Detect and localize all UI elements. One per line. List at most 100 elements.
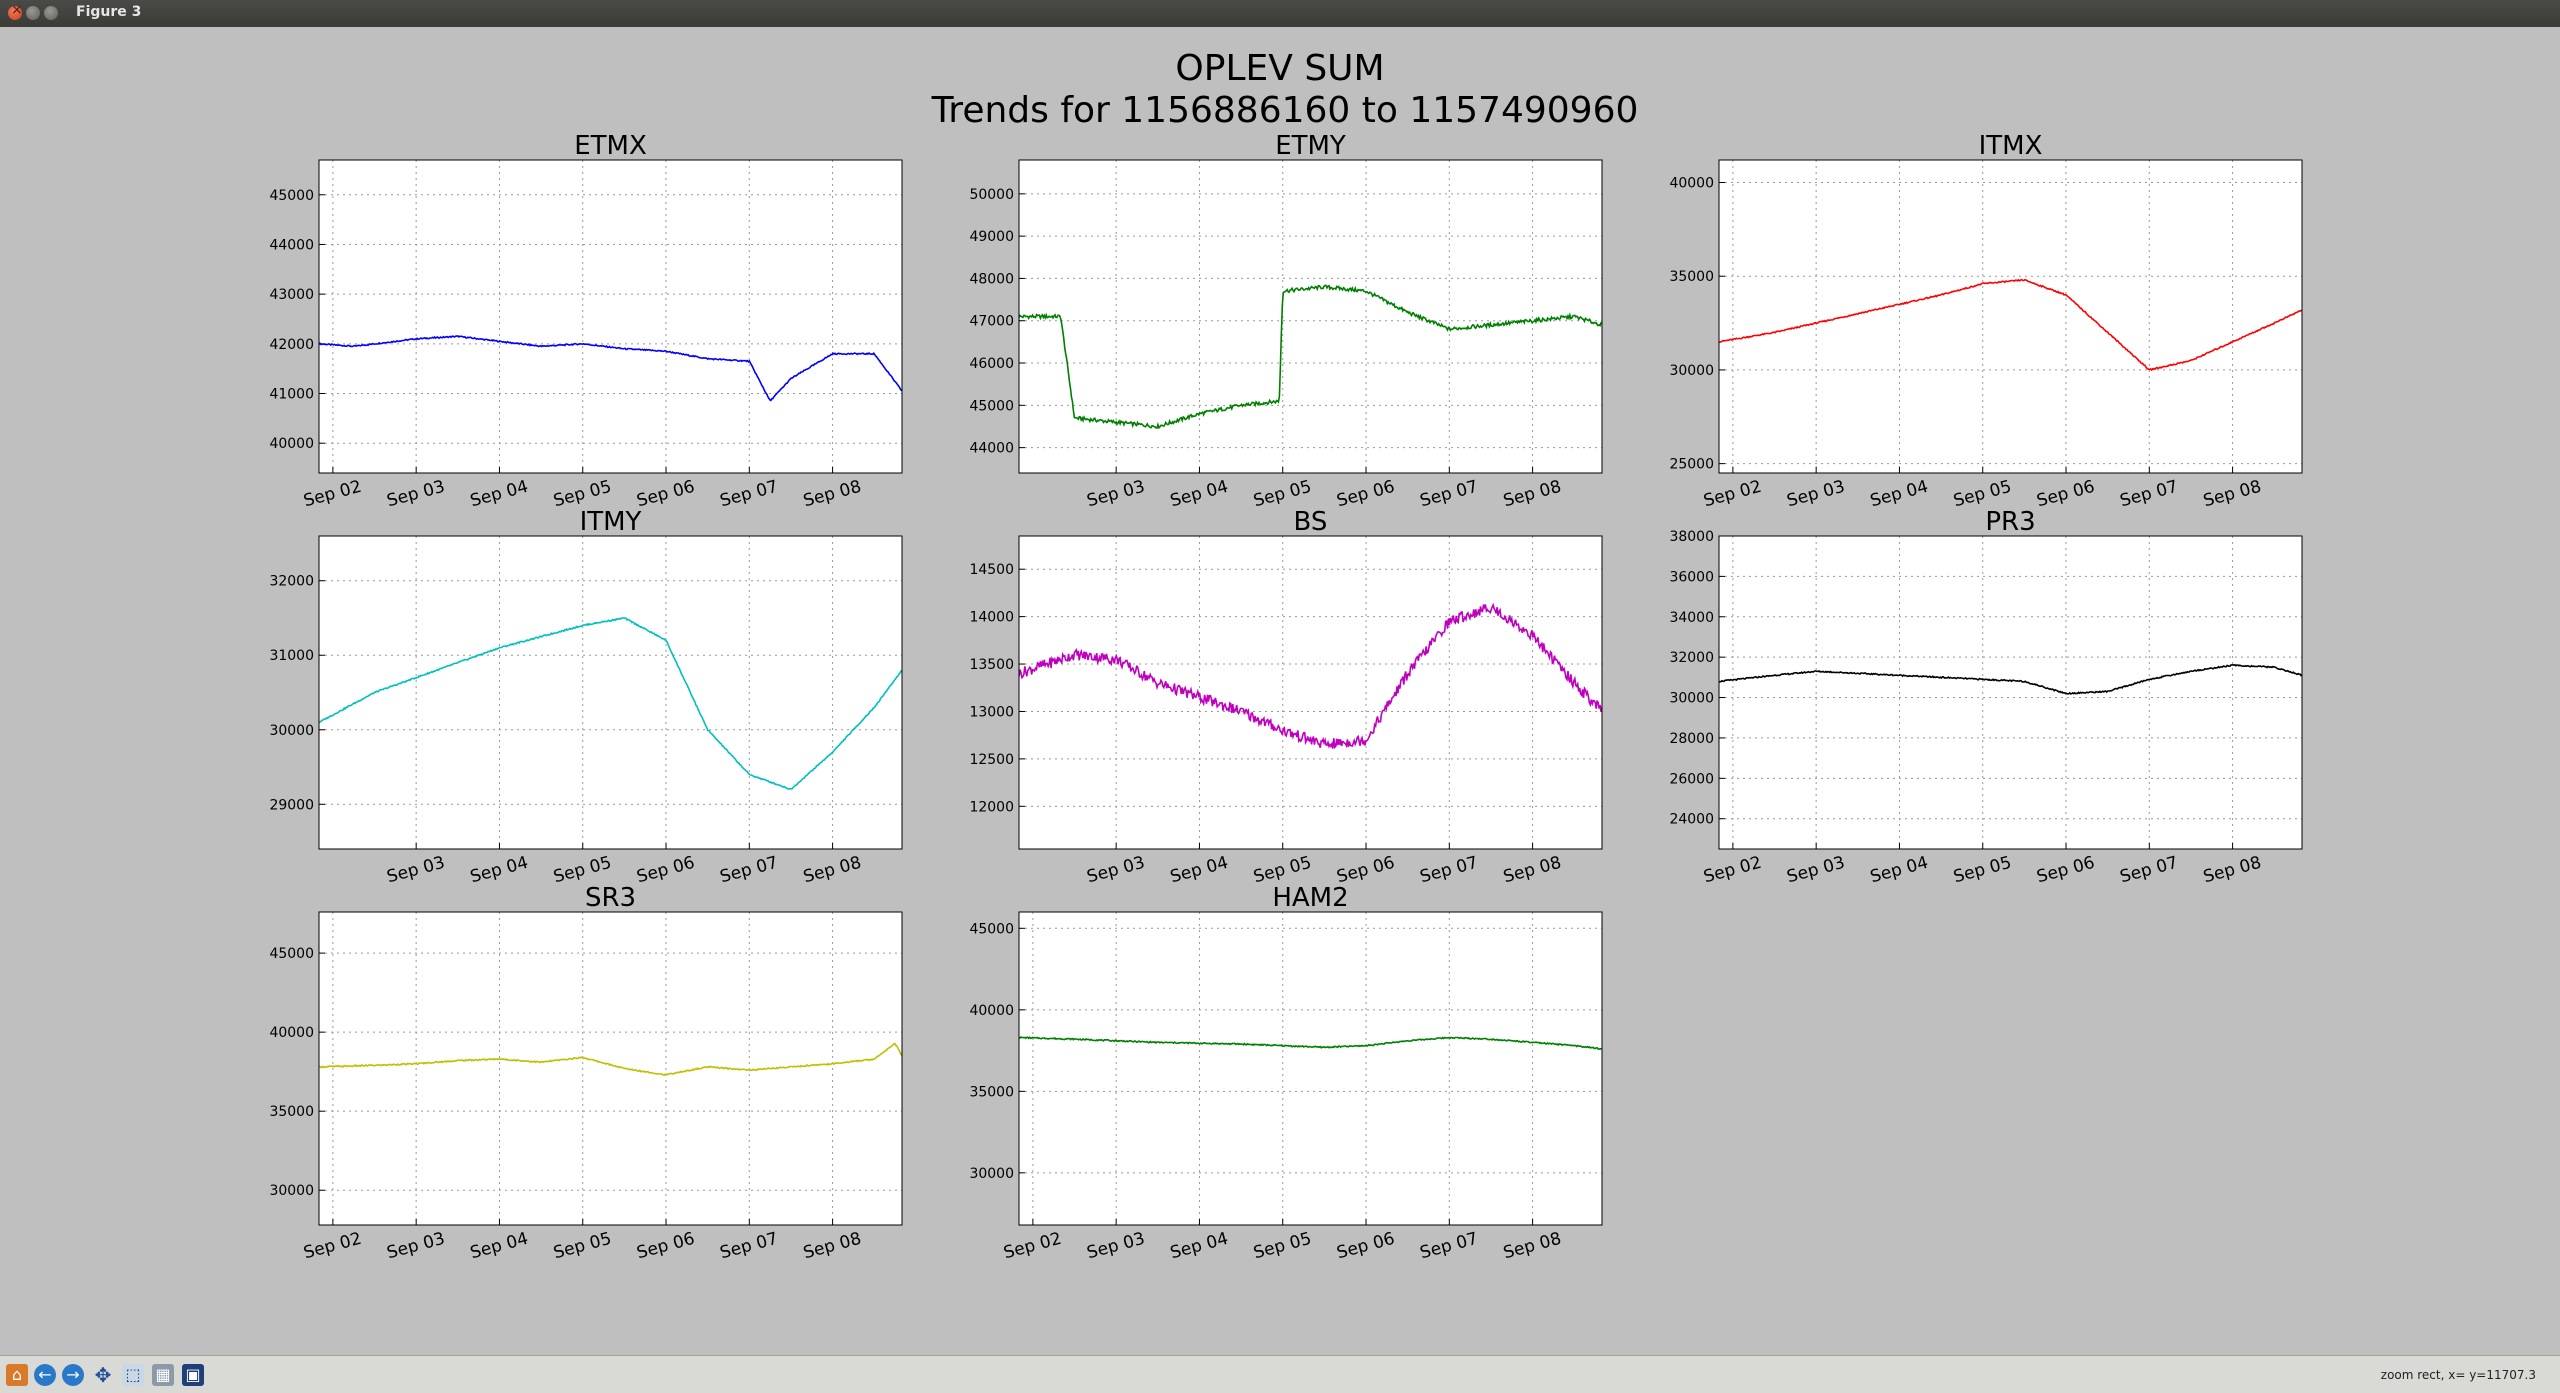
y-tick-label: 34000: [1669, 610, 1714, 626]
axes-background: [1019, 912, 1602, 1225]
chart-panel-ham2: Sep 02 Sep 03 Sep 04 Sep 05 Sep 06 Sep 07 Sep …: [969, 883, 1603, 1264]
x-tick-label: Sep 03: [1785, 853, 1847, 888]
chart-panel-itmx: Sep 02 Sep 03 Sep 04 Sep 05 Sep 06 Sep 07 Sep …: [1669, 131, 2303, 512]
axes-background: [1719, 160, 2302, 473]
x-tick-label: Sep 06: [2035, 477, 2097, 512]
y-tick-label: 30000: [969, 1166, 1014, 1182]
axes-title: BS: [1294, 507, 1328, 537]
chart-panel-bs: Sep 03 Sep 04 Sep 05 Sep 06 Sep 07 Sep 081200…: [969, 507, 1603, 888]
chart-panel-sr3: Sep 02 Sep 03 Sep 04 Sep 05 Sep 06 Sep 07 Sep …: [269, 883, 903, 1264]
chart-panel-itmy: Sep 03 Sep 04 Sep 05 Sep 06 Sep 07 Sep 082900…: [269, 507, 903, 888]
y-tick-label: 49000: [969, 229, 1014, 245]
window-maximize-button[interactable]: [44, 6, 58, 20]
x-tick-label: Sep 04: [468, 853, 530, 888]
x-tick-label: Sep 02: [1702, 477, 1764, 512]
series-line-ham2: [1019, 1036, 1602, 1050]
y-tick-label: 42000: [269, 337, 314, 353]
y-tick-label: 40000: [269, 1025, 314, 1041]
y-tick-label: 40000: [969, 1003, 1014, 1019]
x-tick-label: Sep 04: [1168, 477, 1230, 512]
x-tick-label: Sep 08: [1501, 1229, 1563, 1264]
axes-frame: [1018, 159, 1603, 474]
axes-background: [319, 912, 902, 1225]
y-tick-label: 35000: [269, 1104, 314, 1120]
x-tick-label: Sep 04: [468, 477, 530, 512]
save-icon[interactable]: ▣: [182, 1364, 204, 1386]
home-icon[interactable]: ⌂: [6, 1364, 28, 1386]
x-tick-label: Sep 02: [302, 1229, 364, 1264]
x-tick-label: Sep 06: [635, 1229, 697, 1264]
axes-frame: [318, 911, 903, 1226]
x-tick-label: Sep 03: [1785, 477, 1847, 512]
y-tick-label: 30000: [1669, 363, 1714, 379]
x-tick-label: Sep 03: [385, 1229, 447, 1264]
y-tick-label: 50000: [969, 187, 1014, 203]
axes-title: SR3: [585, 883, 636, 913]
x-tick-label: Sep 05: [551, 1229, 613, 1264]
x-tick-label: Sep 08: [2201, 853, 2263, 888]
x-tick-label: Sep 07: [2118, 853, 2180, 888]
x-tick-label: Sep 04: [1868, 477, 1930, 512]
x-tick-label: Sep 07: [2118, 477, 2180, 512]
x-tick-label: Sep 03: [385, 853, 447, 888]
back-icon[interactable]: ←: [34, 1364, 56, 1386]
pan-icon[interactable]: ✥: [94, 1363, 112, 1387]
axes-frame: [1718, 159, 2303, 474]
axes-background: [1719, 536, 2302, 849]
x-tick-label: Sep 07: [1418, 1229, 1480, 1264]
axes-background: [319, 536, 902, 849]
chart-panel-pr3: Sep 02 Sep 03 Sep 04 Sep 05 Sep 06 Sep 07 Sep …: [1669, 507, 2303, 888]
figure-suptitle: OPLEV SUM: [1175, 48, 1384, 89]
axes-frame: [318, 535, 903, 850]
chart-panel-etmy: Sep 03 Sep 04 Sep 05 Sep 06 Sep 07 Sep 084400…: [969, 131, 1603, 512]
y-tick-label: 24000: [1669, 812, 1714, 828]
x-tick-label: Sep 03: [1085, 477, 1147, 512]
y-tick-label: 35000: [969, 1084, 1014, 1100]
x-tick-label: Sep 07: [718, 1229, 780, 1264]
y-tick-label: 12000: [969, 799, 1014, 815]
y-tick-label: 45000: [969, 398, 1014, 414]
y-tick-label: 44000: [269, 237, 314, 253]
x-tick-label: Sep 03: [1085, 1229, 1147, 1264]
axes-frame: [1718, 535, 2303, 850]
y-tick-label: 30000: [269, 723, 314, 739]
configure-subplots-icon[interactable]: ▦: [152, 1364, 174, 1386]
x-tick-label: Sep 02: [1702, 853, 1764, 888]
axes-title: ETMY: [1275, 131, 1346, 161]
x-tick-label: Sep 06: [2035, 853, 2097, 888]
y-tick-label: 12500: [969, 752, 1014, 768]
x-tick-label: Sep 08: [801, 853, 863, 888]
zoom-icon[interactable]: ⬚: [122, 1364, 144, 1386]
y-tick-label: 13000: [969, 704, 1014, 720]
axes-background: [1019, 536, 1602, 849]
series-line-sr3: [319, 1042, 902, 1077]
x-tick-label: Sep 06: [1335, 1229, 1397, 1264]
y-tick-label: 14000: [969, 610, 1014, 626]
axes-frame: [1018, 911, 1603, 1226]
axes-title: HAM2: [1272, 883, 1348, 913]
axes-frame: [1018, 535, 1603, 850]
y-tick-label: 44000: [969, 441, 1014, 457]
x-tick-label: Sep 07: [718, 477, 780, 512]
figure-subtitle: Trends for 1156886160 to 1157490960: [931, 90, 1639, 131]
x-tick-label: Sep 06: [635, 477, 697, 512]
x-tick-label: Sep 05: [1251, 1229, 1313, 1264]
x-tick-label: Sep 04: [1168, 853, 1230, 888]
axes-title: ETMX: [574, 131, 647, 161]
series-line-itmy: [319, 617, 902, 790]
series-line-bs: [1019, 602, 1602, 749]
figure-canvas[interactable]: OPLEV SUM Trends for 1156886160 to 11574…: [0, 27, 2560, 1355]
y-tick-label: 45000: [269, 188, 314, 204]
chart-panel-etmx: Sep 02 Sep 03 Sep 04 Sep 05 Sep 06 Sep 07 Sep …: [269, 131, 903, 512]
x-tick-label: Sep 04: [1868, 853, 1930, 888]
y-tick-label: 46000: [969, 356, 1014, 372]
window-close-button[interactable]: [8, 2, 23, 20]
forward-icon[interactable]: →: [62, 1364, 84, 1386]
y-tick-label: 43000: [269, 287, 314, 303]
axes-title: PR3: [1985, 507, 2035, 537]
y-tick-label: 30000: [269, 1183, 314, 1199]
window-minimize-button[interactable]: [26, 6, 40, 20]
x-tick-label: Sep 06: [635, 853, 697, 888]
y-tick-label: 31000: [269, 648, 314, 664]
axes-frame: [318, 159, 903, 474]
